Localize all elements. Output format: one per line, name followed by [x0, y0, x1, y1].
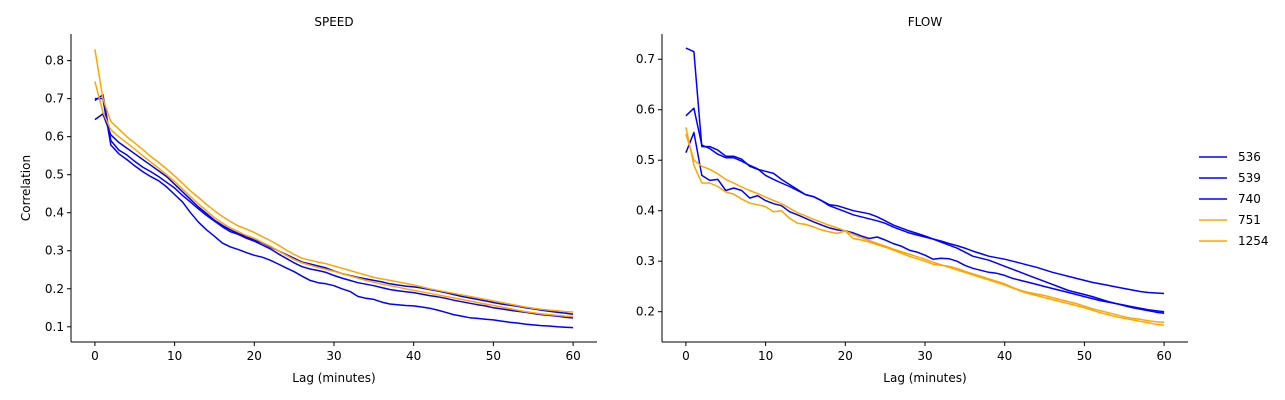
legend-label: 539 — [1238, 171, 1261, 185]
flow-series-layer — [685, 47, 1165, 327]
flow-x-tick-label: 0 — [682, 349, 690, 363]
flow-panel: FLOW 0 10 20 30 40 50 60 0.2 0.3 0.4 0.5 0.6 0.7 Lag… — [636, 15, 1188, 385]
legend-label: 751 — [1238, 213, 1261, 227]
flow-series-line-539 — [685, 131, 1165, 313]
speed-tick-layer: 0 10 20 30 40 50 60 0.1 0.2 0.3 0.4 0.5 0.6 0.7 0.8 — [45, 54, 581, 363]
flow-series-line-751 — [685, 127, 1165, 324]
speed-series-layer — [94, 49, 574, 329]
flow-tick-layer: 0 10 20 30 40 50 60 0.2 0.3 0.4 0.5 0.6 0.7 — [636, 52, 1172, 363]
speed-y-axis-label: Correlation — [19, 155, 33, 221]
speed-panel: SPEED 0 10 20 30 40 50 60 0.1 0.2 0.3 0.4 0.5 0.6 0.7… — [19, 15, 597, 385]
flow-y-tick-label: 0.6 — [636, 103, 655, 117]
speed-y-tick-label: 0.7 — [45, 92, 64, 106]
speed-x-axis-label: Lag (minutes) — [292, 371, 375, 385]
speed-x-tick-label: 20 — [247, 349, 262, 363]
speed-y-tick-label: 0.8 — [45, 54, 64, 68]
legend-entry: 536 — [1199, 150, 1261, 164]
flow-series-line-740 — [685, 107, 1165, 314]
legend-entry: 751 — [1199, 213, 1261, 227]
legend-label: 536 — [1238, 150, 1261, 164]
flow-x-tick-label: 10 — [758, 349, 773, 363]
speed-y-tick-label: 0.6 — [45, 130, 64, 144]
legend-label: 740 — [1238, 192, 1261, 206]
speed-y-tick-label: 0.3 — [45, 244, 64, 258]
speed-x-tick-label: 60 — [565, 349, 580, 363]
flow-x-tick-label: 30 — [917, 349, 932, 363]
speed-series-line-751 — [94, 49, 574, 313]
speed-series-line-539 — [94, 94, 574, 319]
flow-x-axis-label: Lag (minutes) — [883, 371, 966, 385]
speed-panel-title: SPEED — [314, 15, 353, 29]
legend: 536 539 740 751 1254 — [1199, 150, 1269, 248]
flow-panel-title: FLOW — [908, 15, 943, 29]
flow-y-tick-label: 0.3 — [636, 254, 655, 268]
flow-y-tick-label: 0.5 — [636, 153, 655, 167]
speed-y-tick-label: 0.4 — [45, 206, 64, 220]
speed-series-line-1254 — [94, 81, 574, 318]
flow-series-line-1254 — [685, 133, 1165, 327]
speed-x-tick-label: 10 — [167, 349, 182, 363]
legend-entry: 539 — [1199, 171, 1261, 185]
flow-x-tick-label: 20 — [838, 349, 853, 363]
legend-label: 1254 — [1238, 234, 1269, 248]
flow-y-tick-label: 0.7 — [636, 52, 655, 66]
flow-x-tick-label: 50 — [1077, 349, 1092, 363]
speed-x-tick-label: 40 — [406, 349, 421, 363]
legend-entry: 1254 — [1199, 234, 1269, 248]
flow-x-tick-label: 60 — [1156, 349, 1171, 363]
speed-series-line-536 — [94, 97, 574, 329]
flow-series-line-536 — [685, 47, 1165, 295]
speed-x-tick-label: 30 — [326, 349, 341, 363]
flow-y-tick-label: 0.2 — [636, 305, 655, 319]
speed-x-tick-label: 0 — [91, 349, 99, 363]
flow-x-tick-label: 40 — [997, 349, 1012, 363]
legend-entry: 740 — [1199, 192, 1261, 206]
speed-y-tick-label: 0.2 — [45, 282, 64, 296]
speed-y-tick-label: 0.1 — [45, 320, 64, 334]
flow-y-tick-label: 0.4 — [636, 204, 655, 218]
speed-y-tick-label: 0.5 — [45, 168, 64, 182]
speed-x-tick-label: 50 — [486, 349, 501, 363]
